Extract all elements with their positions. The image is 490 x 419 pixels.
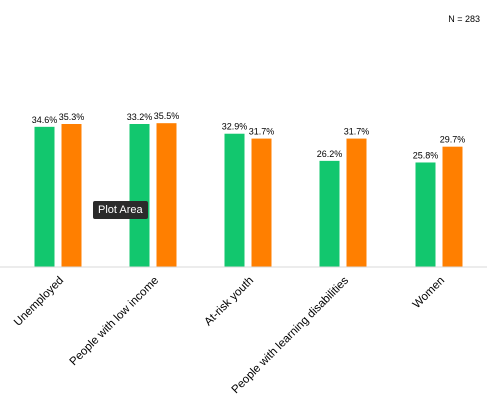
value-label-series1-2: 32.9%	[222, 122, 248, 132]
category-label-1: People with low income	[68, 275, 161, 368]
sample-size-label: N = 283	[448, 14, 480, 24]
value-label-series2-0: 35.3%	[59, 112, 85, 122]
bar-series2-0	[61, 124, 82, 267]
value-label-series2-1: 35.5%	[154, 111, 180, 121]
value-label-series1-4: 25.8%	[413, 150, 439, 160]
value-label-series1-1: 33.2%	[127, 112, 153, 122]
category-label-0: Unemployed	[12, 275, 66, 329]
value-label-series2-3: 31.7%	[344, 127, 370, 137]
value-label-series1-3: 26.2%	[317, 149, 343, 159]
bar-series1-3	[319, 160, 340, 267]
bar-series2-2	[251, 138, 272, 267]
plot-area-tooltip: Plot Area	[93, 201, 148, 219]
bar-series1-0	[34, 126, 55, 267]
bar-series2-4	[442, 146, 463, 267]
value-labels-group: 34.6% 35.3% 33.2% 35.5%32.9% 31.7%26.2%31.7%…	[32, 111, 466, 160]
value-label-series2-4: 29.7%	[440, 135, 466, 145]
bar-series1-1	[129, 124, 150, 267]
bars-group	[34, 123, 463, 267]
category-label-4: Women	[411, 275, 447, 311]
bar-series1-2	[224, 133, 245, 267]
bar-series2-3	[346, 138, 367, 267]
category-label-2: At-risk youth	[202, 275, 256, 329]
bar-series1-4	[415, 162, 436, 267]
category-label-3: People with learning disabilities	[230, 274, 352, 396]
value-label-series2-2: 31.7%	[249, 127, 275, 137]
bar-series2-1	[156, 123, 177, 267]
category-labels-group: Unemployed People with low income At-risk …	[12, 274, 447, 396]
value-label-series1-0: 34.6%	[32, 115, 58, 125]
